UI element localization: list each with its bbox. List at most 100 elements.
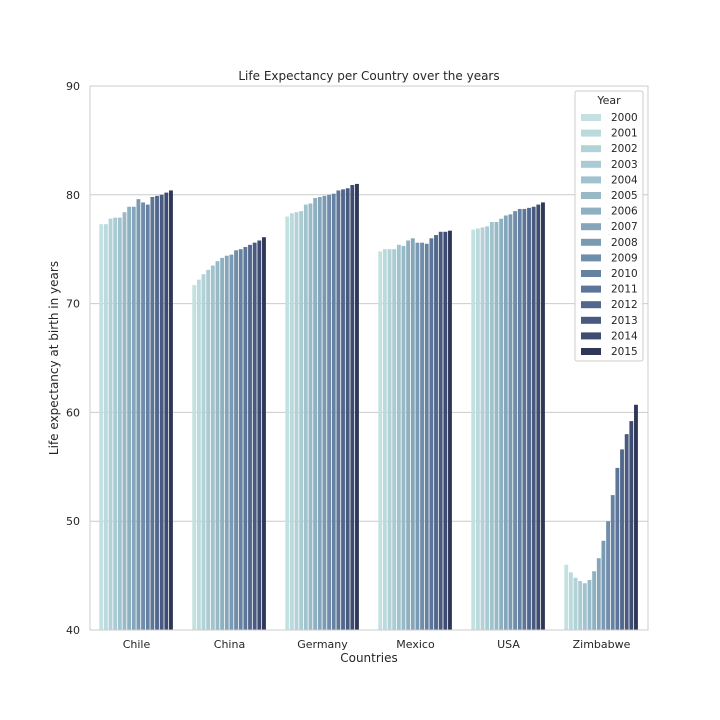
grid-lines [90,85,648,631]
bar-chile-2003 [113,217,118,630]
legend-swatch [581,192,601,199]
bar-chile-2013 [159,194,164,631]
bar-germany-2008 [322,195,327,630]
bar-china-2013 [252,242,257,631]
bar-mexico-2006 [406,240,411,630]
bar-germany-2015 [355,183,359,631]
bar-zimbabwe-2002 [573,577,578,630]
bar-mexico-2005 [401,245,406,630]
bar-zimbabwe-2001 [568,572,573,630]
bar-china-2015 [262,237,266,631]
legend-label: 2014 [611,330,638,342]
legend-swatch [581,301,601,309]
legend-swatch [581,332,601,340]
bar-usa-2010 [517,208,522,630]
legend-label: 2001 [611,128,638,140]
legend-title: Year [596,94,621,107]
bar-china-2006 [220,257,225,630]
bar-chile-2010 [145,204,150,630]
legend-label: 2004 [611,174,638,186]
bar-zimbabwe-2003 [578,581,583,630]
bar-usa-2012 [527,207,531,631]
bar-mexico-2001 [382,249,387,630]
legend-swatch [581,285,601,293]
y-tick-label: 70 [66,298,80,311]
x-axis-ticks: Chile China Germany Mexico USA Zimbabwe [123,638,631,651]
y-tick-label: 90 [66,80,80,93]
legend-swatch [581,348,601,355]
legend-swatch [581,316,601,324]
bars [99,183,638,631]
bar-chile-2011 [150,196,155,631]
bar-mexico-2008 [415,242,420,631]
x-tick-label: Chile [123,638,151,651]
bar-china-2007 [224,255,229,631]
bar-mexico-2003 [392,249,397,630]
bar-zimbabwe-2004 [582,583,587,630]
bar-usa-2009 [513,211,517,630]
bar-china-2004 [210,265,215,630]
bar-germany-2012 [341,189,345,631]
legend-swatch [581,223,601,231]
y-axis-ticks: 40 50 60 70 80 90 [66,80,80,637]
bar-germany-2001 [289,213,294,631]
bar-mexico-2004 [396,244,401,630]
bar-zimbabwe-2006 [592,571,597,630]
bar-mexico-2007 [410,238,415,630]
legend-label: 2011 [611,284,638,296]
bar-china-2012 [248,244,252,630]
legend-swatch [581,160,601,168]
bar-usa-2015 [541,202,545,631]
x-tick-label: China [214,638,245,651]
x-axis-label: Countries [340,651,398,665]
bar-china-2008 [229,254,234,630]
bar-china-2001 [196,279,201,630]
bar-usa-2001 [475,228,480,630]
legend-label: 2012 [611,299,638,311]
bar-china-2011 [243,247,248,630]
bar-usa-2008 [508,214,513,630]
bar-germany-2007 [317,196,322,631]
x-tick-label: Mexico [396,638,435,651]
bar-chile-2000 [99,224,104,630]
legend-label: 2009 [611,252,638,264]
bar-germany-2010 [331,193,336,630]
bar-mexico-2000 [378,251,383,630]
legend-label: 2013 [611,315,638,327]
bar-germany-2003 [299,211,304,630]
legend-swatch [581,129,601,137]
plot-frame [89,85,649,631]
legend-swatch [581,176,601,184]
bar-germany-2013 [345,188,350,630]
bar-germany-2009 [327,194,331,631]
x-tick-label: Zimbabwe [573,638,631,651]
bar-mexico-2012 [434,235,438,630]
bar-usa-2007 [503,215,508,630]
bar-usa-2003 [485,226,490,630]
bar-germany-2002 [294,212,299,630]
bar-usa-2014 [536,204,541,630]
bar-zimbabwe-2013 [624,434,629,630]
legend-label: 2005 [611,190,638,202]
bar-chile-2015 [169,190,173,630]
bar-zimbabwe-2010 [610,495,615,630]
bar-germany-2011 [336,190,341,630]
legend-label: 2000 [611,112,638,124]
bar-zimbabwe-2008 [601,540,606,630]
legend-items: 2000 2001 2002 2003 2004 2005 2006 2007 2008 2009… [581,112,638,358]
x-tick-label: Germany [297,638,348,651]
legend-label: 2015 [611,346,638,358]
bar-zimbabwe-2009 [606,521,610,630]
bar-mexico-2013 [438,231,443,631]
legend-swatch [581,270,601,277]
legend-label: 2003 [611,159,638,171]
chart-title: Life Expectancy per Country over the yea… [238,69,499,83]
legend-swatch [581,207,601,215]
bar-chile-2004 [117,217,122,630]
bar-usa-2002 [480,227,485,630]
bar-zimbabwe-2005 [587,579,592,630]
bar-china-2009 [234,250,238,631]
bar-usa-2006 [499,218,504,631]
bar-zimbabwe-2012 [620,449,624,630]
